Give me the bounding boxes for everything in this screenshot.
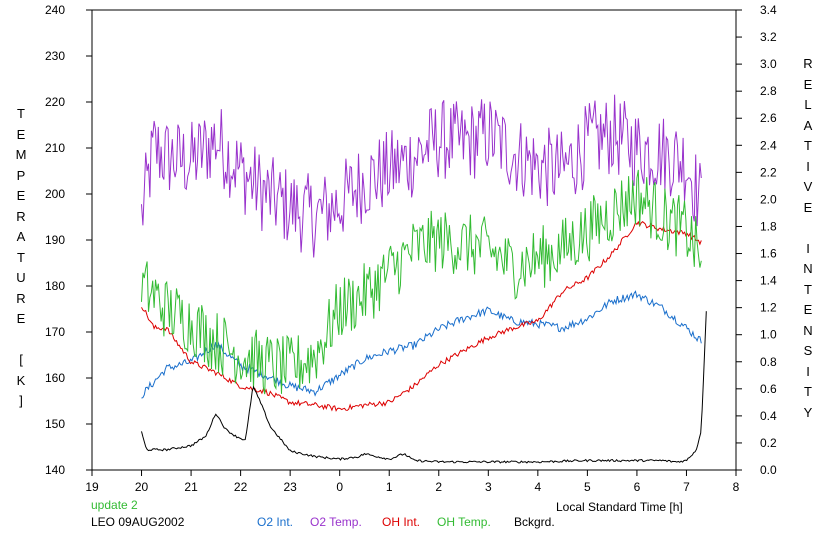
left-tick-label: 160 [45, 371, 65, 385]
series-line-o2-int [141, 290, 702, 399]
x-tick-label: 0 [336, 480, 343, 494]
right-tick-label: 2.6 [760, 111, 777, 125]
legend-item-oh-temp: OH Temp. [437, 515, 491, 529]
right-tick-label: 0.0 [760, 463, 777, 477]
left-tick-label: 140 [45, 463, 65, 477]
x-tick-label: 23 [283, 480, 297, 494]
legend-item-bckgrd: Bckgrd. [514, 515, 555, 529]
right-tick-label: 2.0 [760, 192, 777, 206]
legend-item-oh-int: OH Int. [382, 515, 421, 529]
right-tick-label: 1.6 [760, 247, 777, 261]
right-tick-label: 2.8 [760, 84, 777, 98]
right-tick-label: 0.2 [760, 436, 777, 450]
x-tick-label: 3 [485, 480, 492, 494]
right-tick-label: 2.4 [760, 138, 777, 152]
series-line-o2-temp [141, 94, 702, 258]
series-line-bckgrd [141, 311, 707, 464]
right-tick-label: 1.0 [760, 328, 777, 342]
x-tick-label: 1 [386, 480, 393, 494]
right-tick-label: 2.2 [760, 165, 777, 179]
right-tick-label: 1.4 [760, 274, 777, 288]
x-axis-label: Local Standard Time [h] [556, 500, 683, 514]
legend-item-o2-temp: O2 Temp. [310, 515, 362, 529]
series-line-oh-temp [141, 169, 702, 395]
left-tick-label: 150 [45, 417, 65, 431]
right-tick-label: 1.2 [760, 301, 777, 315]
x-tick-label: 21 [184, 480, 198, 494]
x-tick-label: 5 [584, 480, 591, 494]
left-tick-label: 210 [45, 141, 65, 155]
x-tick-label: 7 [683, 480, 690, 494]
x-tick-label: 4 [535, 480, 542, 494]
x-tick-label: 20 [135, 480, 149, 494]
x-tick-label: 19 [85, 480, 99, 494]
x-tick-label: 8 [733, 480, 740, 494]
right-tick-label: 3.0 [760, 57, 777, 71]
left-tick-label: 220 [45, 95, 65, 109]
left-tick-label: 190 [45, 233, 65, 247]
x-tick-label: 2 [435, 480, 442, 494]
station-date-label: LEO 09AUG2002 [91, 515, 185, 529]
right-tick-label: 3.2 [760, 30, 777, 44]
x-tick-label: 22 [234, 480, 248, 494]
right-tick-label: 1.8 [760, 219, 777, 233]
right-tick-label: 3.4 [760, 3, 777, 17]
left-tick-label: 240 [45, 3, 65, 17]
left-tick-label: 170 [45, 325, 65, 339]
update-label: update 2 [91, 498, 138, 512]
left-tick-label: 180 [45, 279, 65, 293]
left-tick-label: 230 [45, 49, 65, 63]
right-tick-label: 0.8 [760, 355, 777, 369]
series-line-oh-int [141, 220, 702, 412]
x-tick-label: 6 [634, 480, 641, 494]
plot-area-frame [91, 9, 737, 471]
legend-item-o2-int: O2 Int. [257, 515, 294, 529]
right-tick-label: 0.6 [760, 382, 777, 396]
right-tick-label: 0.4 [760, 409, 777, 423]
left-tick-label: 200 [45, 187, 65, 201]
